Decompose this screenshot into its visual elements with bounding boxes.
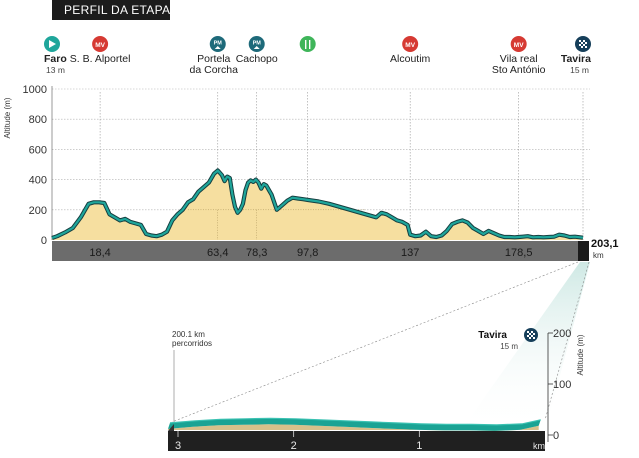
point-name: Faro bbox=[44, 53, 67, 65]
finish-checker-icon bbox=[579, 44, 581, 46]
finish-checker-icon bbox=[585, 46, 587, 48]
point-altitude: 13 m bbox=[46, 65, 65, 75]
zoom-connector-fill bbox=[460, 262, 590, 432]
detail-finish-checker-icon bbox=[531, 331, 533, 333]
finish-checker-icon bbox=[579, 40, 581, 42]
km-mark-label: 137 bbox=[401, 247, 419, 259]
detail-y-tick-label: 100 bbox=[553, 379, 571, 391]
detail-y-axis-label: Altitude (m) bbox=[576, 334, 585, 375]
total-km-unit: km bbox=[593, 251, 604, 260]
feed-zone-icon bbox=[299, 36, 316, 52]
y-tick-label: 200 bbox=[29, 205, 47, 217]
point-name-line2: Sto António bbox=[492, 64, 546, 76]
detail-finish-checker-icon bbox=[533, 333, 535, 335]
km-bar-end bbox=[578, 241, 589, 261]
sprint-icon bbox=[510, 36, 527, 52]
km-mark-label: 97,8 bbox=[297, 247, 318, 259]
point-name: Cachopo bbox=[236, 53, 278, 65]
km-mark-label: 18,4 bbox=[89, 247, 110, 259]
mountain-peak-icon bbox=[253, 46, 260, 49]
detail-label-top: 200.1 km bbox=[172, 330, 205, 339]
detail-finish-checker-icon bbox=[529, 337, 531, 339]
start-arrow-icon bbox=[49, 40, 56, 48]
zoom-connector-line bbox=[544, 261, 590, 421]
point-name-line1: Vila real bbox=[500, 53, 538, 65]
finish-checker-icon bbox=[581, 46, 583, 48]
point-name: Tavira bbox=[561, 53, 591, 65]
mountain-peak-icon bbox=[214, 46, 221, 49]
sprint-icon bbox=[92, 36, 109, 52]
finish-checker-icon bbox=[583, 44, 585, 46]
mountain-badge: PM bbox=[253, 41, 262, 47]
sprint-badge: MV bbox=[95, 42, 105, 49]
mountain-badge: PM bbox=[214, 41, 223, 47]
total-km-label: 203,1 bbox=[591, 238, 619, 250]
y-tick-label: 600 bbox=[29, 144, 47, 156]
y-tick-label: 0 bbox=[41, 235, 47, 247]
finish-checker-icon bbox=[581, 42, 583, 44]
profile-line bbox=[51, 169, 584, 240]
detail-profile-area bbox=[168, 424, 539, 431]
detail-y-tick-label: 200 bbox=[553, 328, 571, 340]
detail-finish-checker-icon bbox=[527, 335, 529, 337]
detail-x-tick-label: 1 bbox=[416, 440, 422, 452]
point-name: Alcoutim bbox=[390, 53, 431, 65]
detail-finish-alt: 15 m bbox=[500, 342, 518, 351]
detail-finish-checker-icon bbox=[527, 331, 529, 333]
detail-finish-checker-icon bbox=[533, 337, 535, 339]
km-mark-label: 178,5 bbox=[505, 247, 533, 259]
finish-checker-icon bbox=[585, 42, 587, 44]
detail-x-tick-label: 3 bbox=[175, 440, 181, 452]
mountain-icon bbox=[209, 36, 226, 52]
detail-km-bar bbox=[168, 431, 545, 451]
sprint-badge: MV bbox=[514, 42, 524, 49]
header-bar bbox=[52, 0, 170, 20]
detail-profile-top-edge bbox=[169, 417, 541, 426]
detail-x-tick-label: 2 bbox=[291, 440, 297, 452]
profile-area bbox=[52, 170, 583, 240]
detail-label-bottom: percorridos bbox=[172, 339, 212, 348]
zoom-connector-line bbox=[171, 261, 579, 423]
point-name-line2: da Corcha bbox=[190, 64, 239, 76]
sprint-badge: MV bbox=[405, 42, 415, 49]
detail-km-bar-corner bbox=[168, 424, 174, 431]
mountain-icon bbox=[248, 36, 265, 52]
point-name: S. B. Alportel bbox=[70, 53, 131, 65]
y-tick-label: 400 bbox=[29, 175, 47, 187]
km-bar bbox=[52, 241, 583, 261]
km-mark-label: 78,3 bbox=[246, 247, 267, 259]
detail-km-unit: km bbox=[533, 441, 545, 451]
detail-y-tick-label: 0 bbox=[553, 430, 559, 442]
point-altitude: 15 m bbox=[570, 65, 589, 75]
detail-profile-top-band bbox=[168, 418, 541, 431]
point-name-line1: Portela bbox=[197, 53, 230, 65]
detail-finish-checker-icon bbox=[531, 335, 533, 337]
detail-finish-checker-icon bbox=[529, 333, 531, 335]
y-axis-label: Altitude (m) bbox=[3, 97, 12, 138]
finish-checker-icon bbox=[583, 40, 585, 42]
y-tick-label: 1000 bbox=[23, 84, 47, 96]
y-tick-label: 800 bbox=[29, 114, 47, 126]
page-title: PERFIL DA ETAPA bbox=[64, 3, 171, 17]
sprint-icon bbox=[402, 36, 419, 52]
km-mark-label: 63,4 bbox=[207, 247, 228, 259]
main-profile: Altitude (m) 0 200 400 600 800 1000 18,4 63,4 78,… bbox=[3, 36, 619, 261]
detail-finish-name: Tavira bbox=[478, 330, 507, 341]
